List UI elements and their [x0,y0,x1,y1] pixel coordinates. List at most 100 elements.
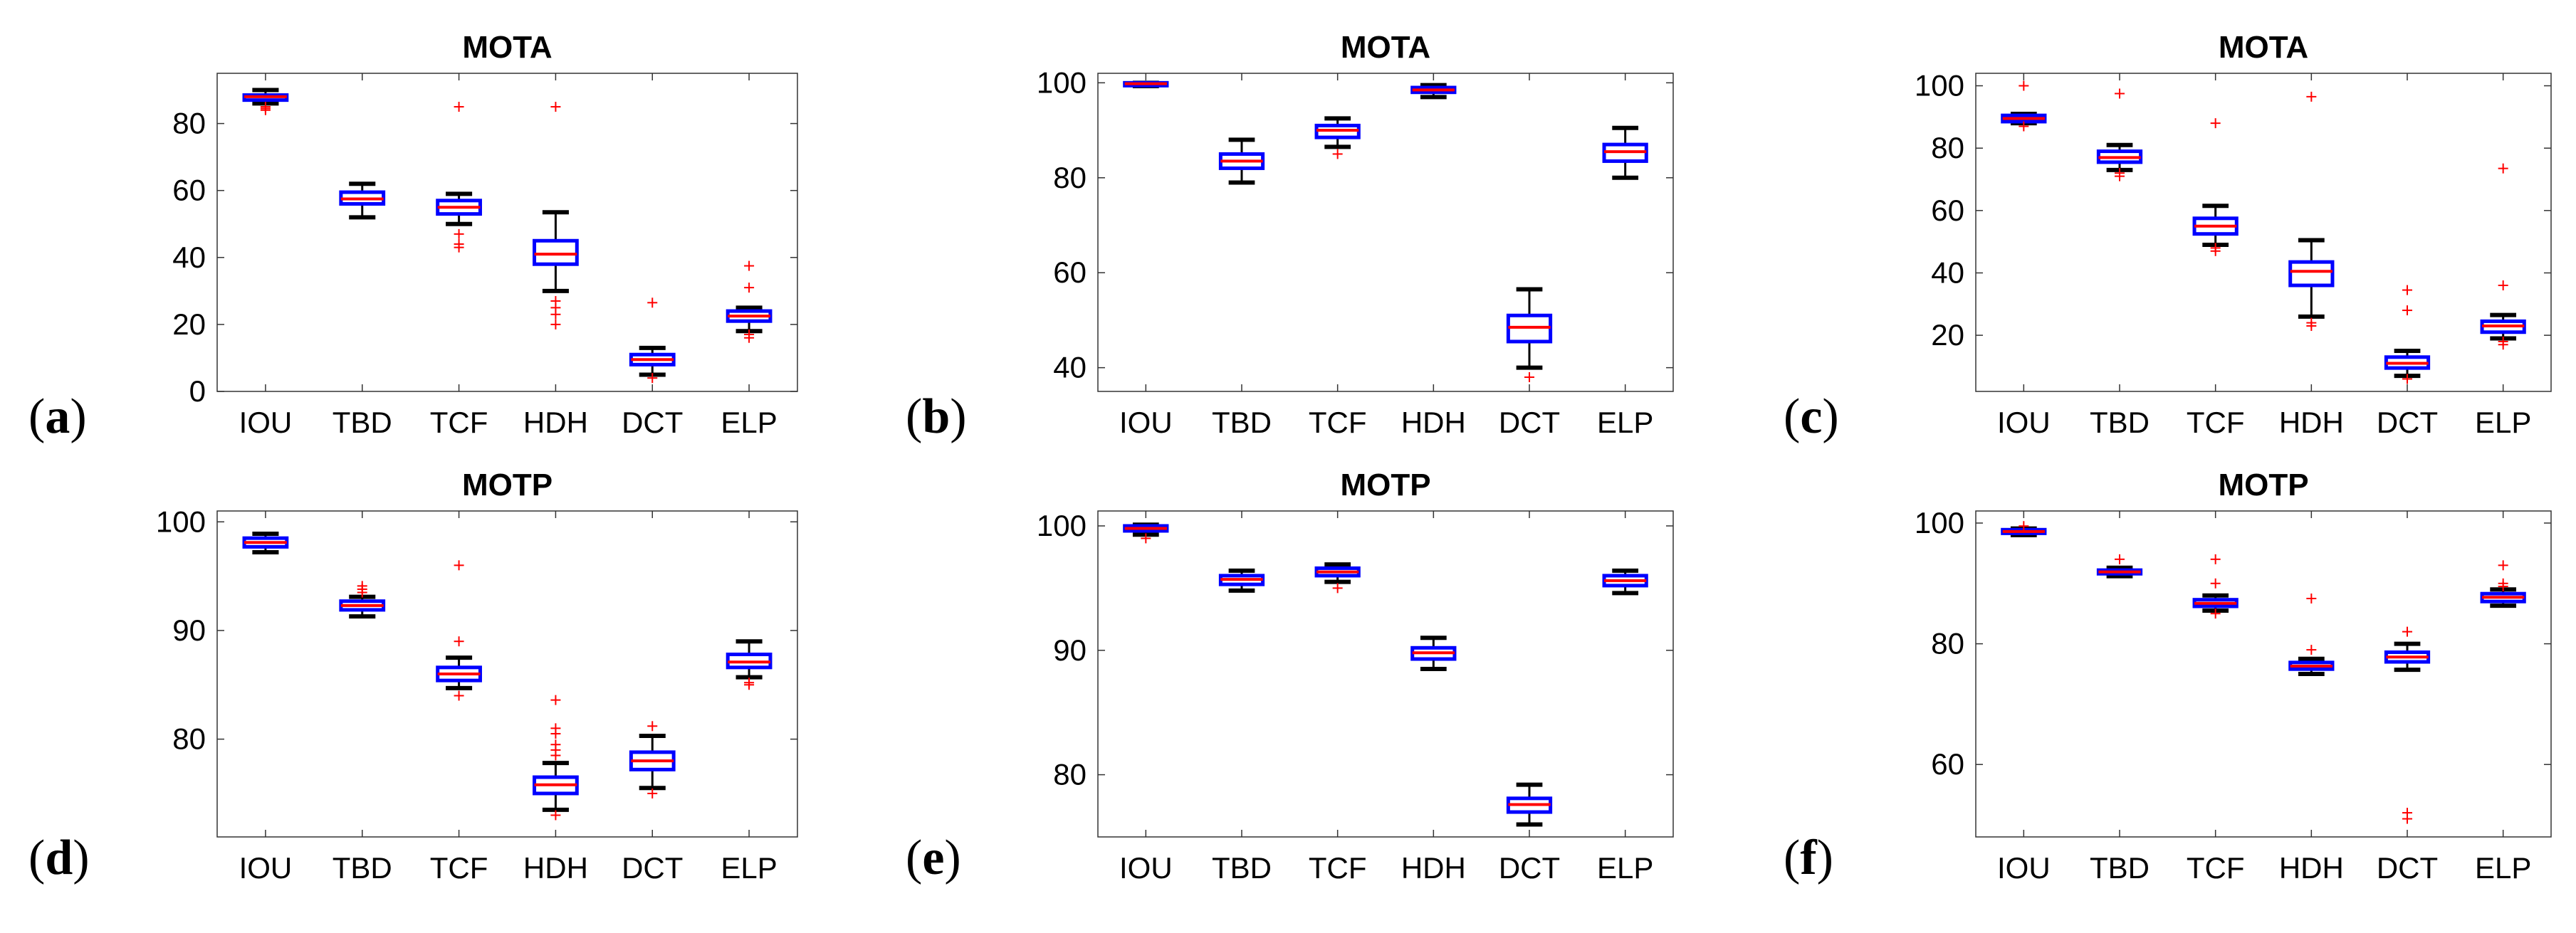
box-tcf [2192,118,2239,256]
y-tick-label: 60 [1931,747,1964,781]
outlier-marker [2402,626,2412,637]
outlier-marker [647,373,658,384]
x-tick-label: TBD [333,406,392,439]
x-tick-label: ELP [1597,851,1653,885]
y-tick-label: 60 [1931,194,1964,227]
outlier-marker [2498,560,2508,571]
box-iou [242,532,289,555]
outlier-marker [550,728,561,739]
box-dct [629,721,676,798]
chart-title: MOTA [1341,30,1430,65]
x-tick-label: DCT [622,406,683,439]
box-hdh [1410,636,1457,672]
x-tick-label: HDH [1401,406,1466,439]
outlier-marker [2306,320,2317,331]
x-tick-label: HDH [1401,851,1466,885]
outlier-marker [1332,149,1343,159]
x-tick-label: TBD [2090,851,2150,885]
outlier-marker [2306,593,2317,603]
outlier-marker [2210,608,2221,619]
box-dct [629,297,676,384]
x-tick-label: IOU [1997,406,2051,439]
outlier-marker [2498,163,2508,174]
outlier-marker [357,581,367,591]
outlier-marker [2402,374,2412,384]
outlier-marker [454,636,464,647]
chart-panel-3: MOTA (c) 20 40 60 80 100 IOU TBD TCF HDH DCT ELP [1784,30,2552,444]
x-tick-label: TBD [333,851,392,885]
x-tick-label: TCF [430,406,488,439]
box-elp [1602,568,1648,596]
box-tcf [1314,116,1361,159]
outlier-marker [744,678,755,688]
outlier-marker [2210,243,2221,253]
box-iou [242,88,289,115]
box-dct [1506,287,1553,382]
y-tick-label: 80 [1053,758,1087,791]
y-tick-label: 80 [1931,131,1964,164]
x-tick-label: ELP [721,406,777,439]
plot-frame [1975,510,2552,838]
box-dct [2384,626,2431,824]
y-tick-label: 90 [1053,633,1087,667]
outlier-marker [260,102,271,112]
y-tick-label: 40 [1931,255,1964,289]
outlier-marker [2210,554,2221,564]
plot-frame [1975,73,2552,392]
x-tick-label: IOU [1119,406,1173,439]
y-tick-label: 100 [1915,69,1964,102]
y-tick-label: 80 [1053,161,1087,194]
x-tick-label: ELP [2475,406,2531,439]
box-tbd [1218,137,1265,185]
y-tick-label: 80 [172,722,206,756]
chart-title: MOTA [2219,30,2308,65]
outlier-marker [2498,339,2508,350]
y-tick-label: 100 [1037,65,1087,99]
y-tick-label: 100 [1915,506,1964,539]
y-tick-label: 100 [1037,509,1087,542]
box-tcf [1314,562,1361,594]
y-tick-label: 80 [1931,627,1964,660]
plot-frame [1097,510,1674,838]
box-tcf [2192,554,2239,619]
box-tbd [1218,568,1265,593]
box-elp [2480,560,2526,608]
plot-frame [216,510,798,838]
outlier-marker [454,560,464,571]
panel-label: (a) [28,389,87,444]
box-tbd [339,181,386,220]
x-tick-label: DCT [622,851,683,885]
outlier-marker [2019,80,2029,91]
box-tbd [339,581,386,619]
box-tbd [2096,88,2143,181]
box-iou [1123,522,1169,544]
chart-title: MOTP [2218,468,2308,502]
x-tick-label: IOU [239,851,293,885]
y-tick-label: 0 [189,374,206,408]
x-tick-label: TBD [1212,406,1272,439]
x-tick-label: TBD [2090,406,2150,439]
x-tick-label: IOU [1119,851,1173,885]
y-tick-label: 20 [1931,318,1964,352]
x-tick-label: HDH [523,406,588,439]
chart-title: MOTP [1340,468,1430,502]
y-tick-label: 80 [172,107,206,140]
x-tick-label: DCT [1499,851,1560,885]
y-tick-label: 60 [1053,255,1087,289]
box-tcf [436,102,482,253]
x-tick-label: IOU [239,406,293,439]
outlier-marker [454,690,464,701]
outlier-marker [2019,521,2029,532]
box-dct [1506,782,1553,827]
outlier-marker [2498,280,2508,290]
y-tick-label: 20 [172,307,206,341]
outlier-marker [550,319,561,330]
box-iou [2001,521,2047,537]
plot-frame [1097,73,1674,392]
x-tick-label: HDH [2279,406,2344,439]
outlier-marker [1332,583,1343,594]
outlier-marker [2210,118,2221,129]
outlier-marker [2402,285,2412,295]
chart-title: MOTA [462,30,552,65]
